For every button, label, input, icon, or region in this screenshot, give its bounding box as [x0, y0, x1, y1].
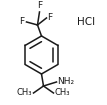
Text: F: F [37, 1, 42, 10]
Text: CH₃: CH₃ [54, 89, 70, 98]
Text: CH₃: CH₃ [17, 89, 33, 98]
Text: HCl: HCl [77, 17, 96, 27]
Text: NH₂: NH₂ [57, 77, 75, 87]
Text: F: F [19, 17, 25, 26]
Text: F: F [48, 13, 53, 22]
